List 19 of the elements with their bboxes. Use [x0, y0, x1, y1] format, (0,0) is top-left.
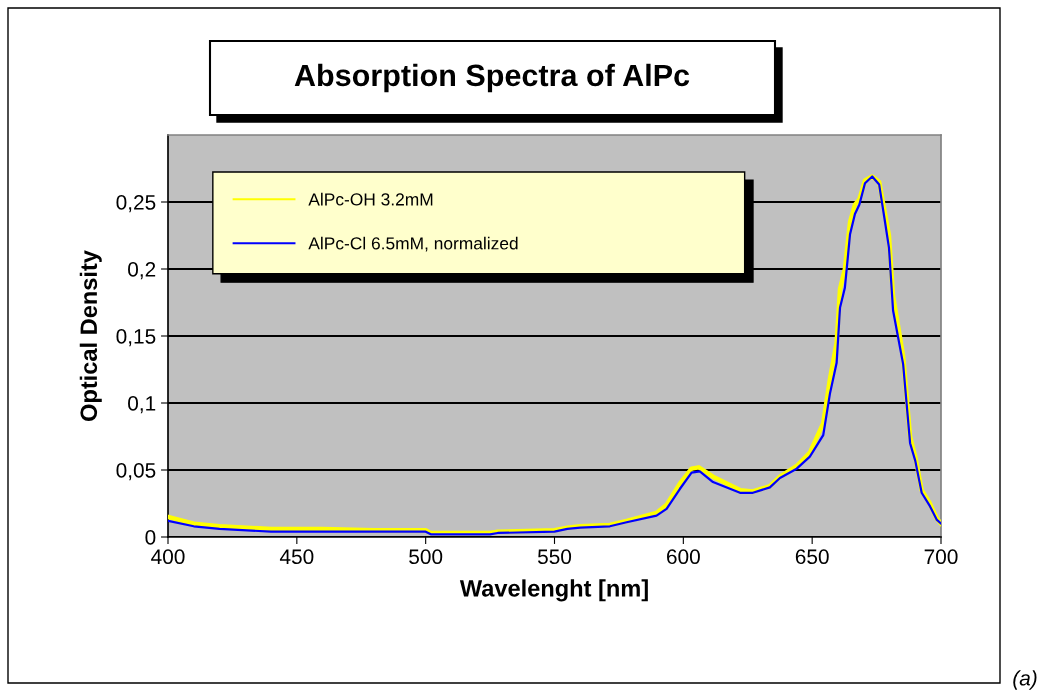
x-tick-label: 550 — [537, 549, 572, 565]
x-tick-label: 700 — [924, 549, 958, 565]
x-tick-label: 650 — [795, 549, 829, 565]
text: (a) — [1013, 670, 1037, 690]
y-tick-label: 0,15 — [116, 329, 156, 347]
chart-title: Absorption Spectra of AlPc — [294, 63, 690, 93]
y-tick-label: 0 — [145, 530, 156, 545]
y-tick-label: 0,2 — [128, 262, 156, 280]
legend-label: AlPc-OH 3.2mM — [308, 192, 433, 206]
y-tick-label: 0,05 — [116, 463, 156, 481]
x-tick-label: 600 — [667, 549, 700, 565]
x-axis-title: Wavelenght [nm] — [459, 579, 648, 602]
legend-label: AlPc-Cl 6.5mM, normalized — [308, 236, 518, 252]
y-tick-label: 0,25 — [116, 195, 156, 213]
y-tick-label: 0,1 — [128, 396, 156, 414]
y-axis-title: Optical Density — [79, 250, 102, 421]
x-tick-label: 400 — [151, 549, 185, 565]
x-tick-label: 500 — [409, 549, 443, 565]
x-tick-label: 450 — [279, 549, 314, 565]
